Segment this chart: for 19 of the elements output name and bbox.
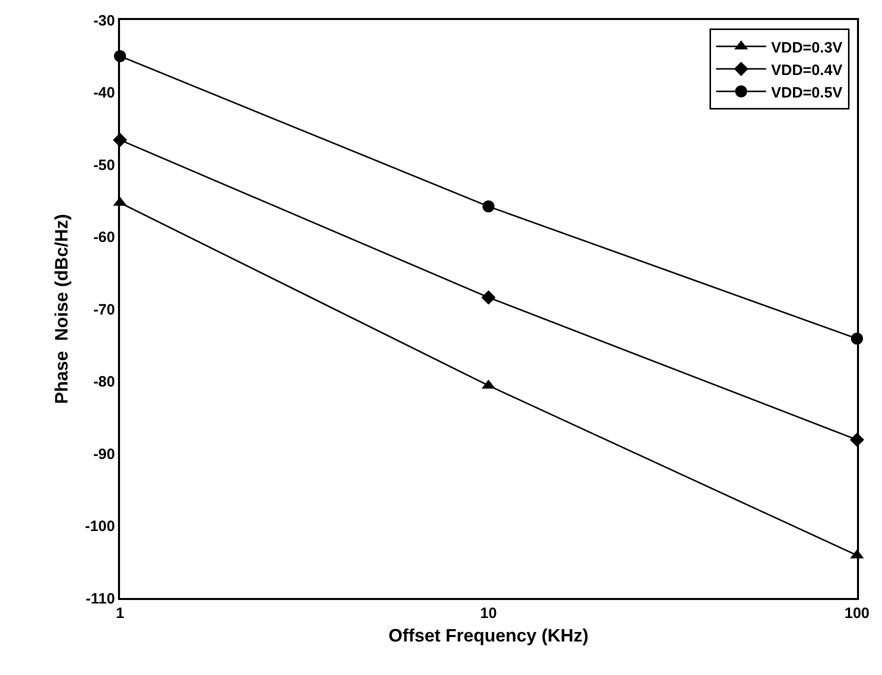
x-tick-label: 10 (480, 605, 497, 622)
point (481, 290, 496, 305)
x-axis-title: Offset Frequency (KHz) (388, 626, 589, 646)
y-tick-label: -90 (93, 446, 115, 463)
legend-label: VDD=0.5V (771, 84, 842, 102)
x-tick-label: 100 (844, 605, 870, 622)
y-tick-label: -50 (93, 156, 115, 174)
legend-label: VDD=0.3V (771, 39, 842, 56)
y-tick-label: -100 (84, 518, 115, 535)
y-tick-label: -80 (93, 374, 115, 390)
y-tick-label: -40 (93, 84, 115, 102)
y-tick-label: -30 (93, 12, 115, 30)
y-tick-label: -70 (93, 301, 115, 318)
legend-label: VDD=0.4V (771, 62, 842, 79)
x-tick-label: 1 (116, 605, 124, 622)
point (482, 200, 494, 212)
y-axis-title: Phase Noise (dBc/Hz) (52, 214, 72, 404)
y-tick-label: -110 (86, 590, 115, 608)
y-tick-label: -60 (93, 229, 115, 246)
